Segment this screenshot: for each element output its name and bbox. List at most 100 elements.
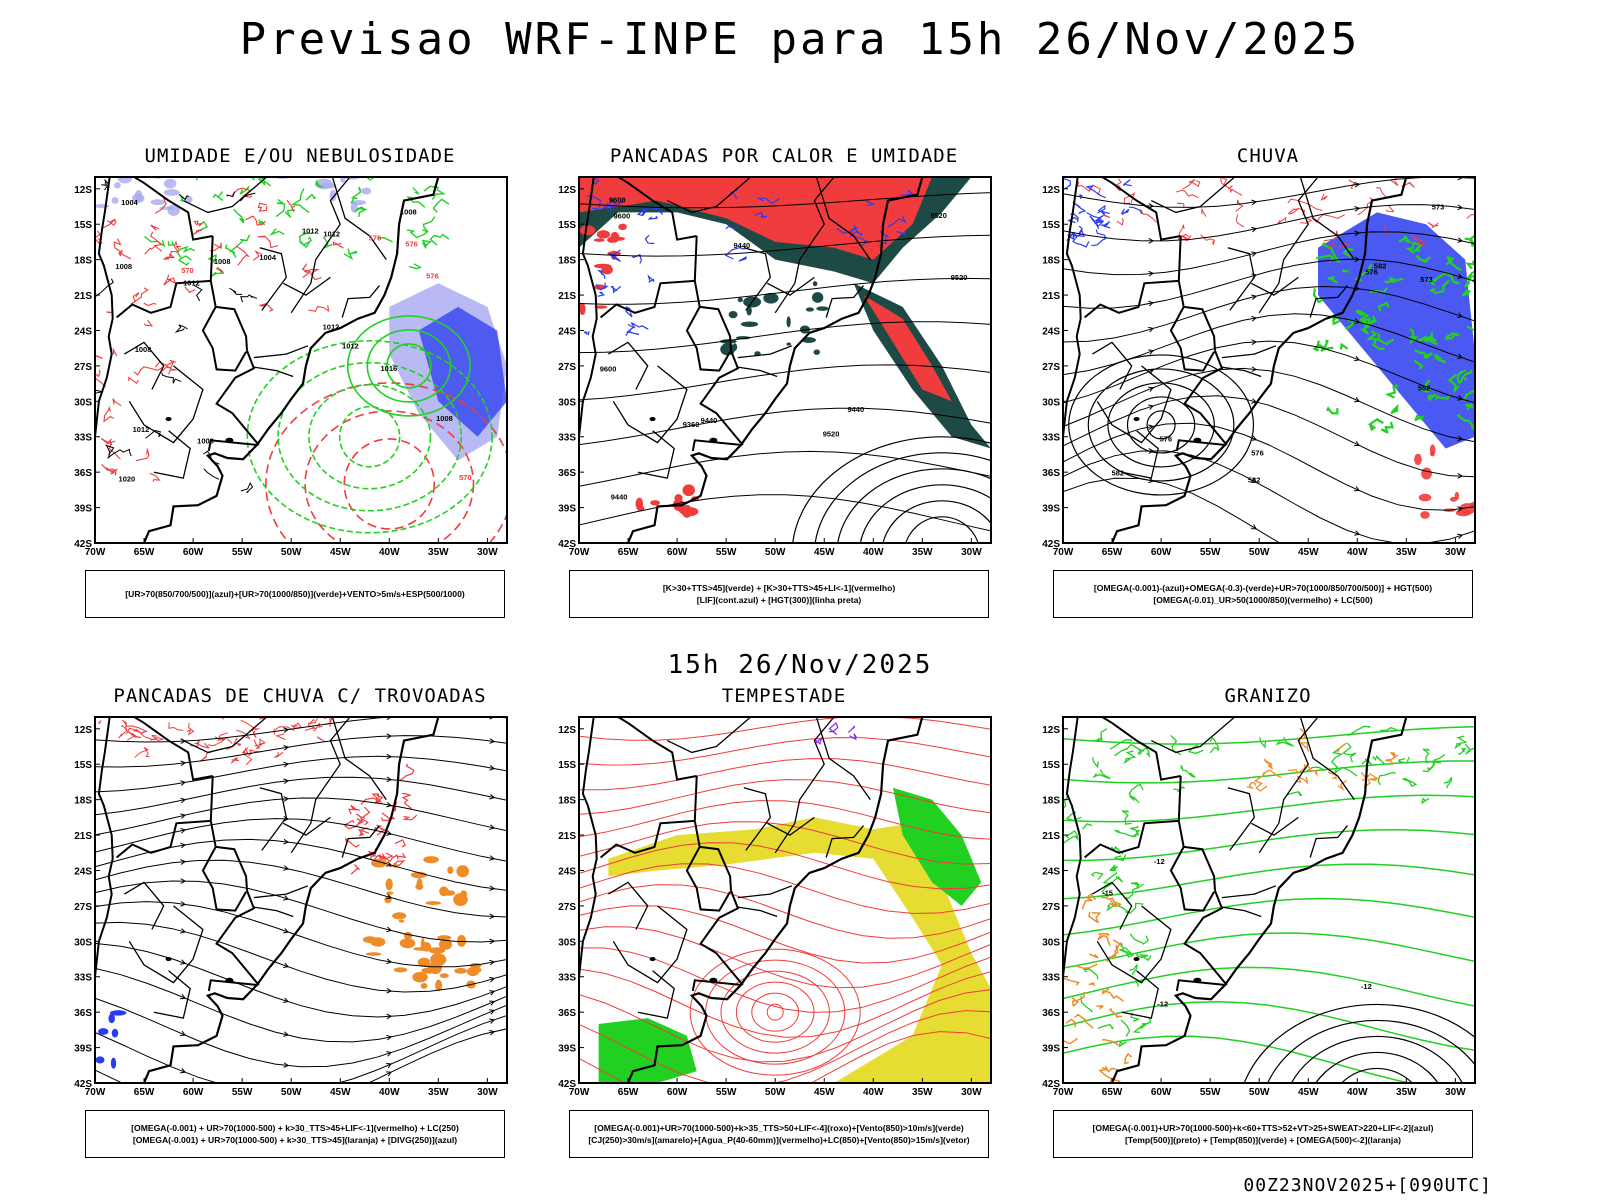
contour-label: 576 [369, 233, 382, 242]
contour-label: 570 [181, 266, 194, 275]
legend-box: [OMEGA(-0.001)+UR>70(1000-500)+k>35_TTS>… [569, 1110, 989, 1158]
panel-trovoadas: PANCADAS DE CHUVA C/ TROVOADAS 12S 15S 18S 2… [70, 685, 530, 1175]
lon-tick-label: 60W [1151, 547, 1172, 558]
lon-tick-label: 50W [765, 547, 786, 558]
lat-tick-label: 27S [558, 902, 576, 913]
lat-tick-label: 15S [74, 760, 92, 771]
legend-box: [OMEGA(-0.001)+UR>70(1000-500)+k<60+TTS>… [1053, 1110, 1473, 1158]
lat-tick-label: 27S [1042, 902, 1060, 913]
contour-label: 570 [459, 473, 472, 482]
lon-tick-label: 50W [1249, 1087, 1270, 1098]
contour-label: 9440 [847, 405, 864, 414]
panel-title: CHUVA [1236, 145, 1300, 167]
lat-tick-label: 15S [558, 760, 576, 771]
lon-tick-label: 70W [85, 547, 106, 558]
contour-label: 1012 [183, 279, 200, 288]
contour-label: -12 [1154, 857, 1165, 866]
legend-box: [UR>70(850/700/500)](azul)+[UR>70(1000/8… [85, 570, 505, 618]
lat-tick-label: 36S [1042, 468, 1060, 479]
lat-tick-label: 42S [1042, 1079, 1060, 1090]
lat-tick-label: 21S [74, 831, 92, 842]
lat-tick-label: 33S [74, 433, 92, 444]
lon-tick-label: 35W [1396, 547, 1417, 558]
lat-tick-label: 39S [558, 504, 576, 515]
lat-tick-label: 24S [74, 866, 92, 877]
lat-tick-label: 39S [74, 504, 92, 515]
lat-tick-label: 21S [74, 291, 92, 302]
legend-line: [OMEGA(-0.01)_UR>50(1000/850)(vermelho) … [1153, 595, 1373, 605]
legend-line: [OMEGA(-0.001)+UR>70(1000-500)+k<60+TTS>… [1092, 1123, 1434, 1133]
lat-tick-label: 27S [1042, 362, 1060, 373]
lat-tick-label: 18S [1042, 256, 1060, 267]
lat-tick-label: 15S [558, 220, 576, 231]
lat-tick-label: 42S [1042, 539, 1060, 550]
lat-tick-label: 30S [558, 397, 576, 408]
lat-tick-label: 30S [1042, 937, 1060, 948]
lat-tick-label: 42S [74, 1079, 92, 1090]
lat-tick-label: 15S [1042, 220, 1060, 231]
contour-label: 9440 [701, 416, 718, 425]
lon-tick-label: 65W [134, 547, 155, 558]
page-title: Previsao WRF-INPE para 15h 26/Nov/2025 [239, 14, 1361, 65]
map-chuva: 58258258258257657657357357612S15S18S21S2… [1042, 176, 1476, 558]
lat-tick-label: 39S [558, 1044, 576, 1055]
lat-tick-label: 24S [74, 326, 92, 337]
legend-line: [OMEGA(-0.001)-(azul)+OMEGA(-0.3)-(verde… [1093, 583, 1433, 593]
lon-tick-label: 45W [330, 1087, 351, 1098]
lat-tick-label: 36S [558, 1008, 576, 1019]
lon-tick-label: 30W [961, 547, 982, 558]
lon-tick-label: 45W [330, 547, 351, 558]
lon-tick-label: 65W [134, 1087, 155, 1098]
lon-tick-label: 30W [477, 547, 498, 558]
lon-tick-label: 30W [961, 1087, 982, 1098]
lat-tick-label: 30S [74, 397, 92, 408]
lat-tick-label: 36S [74, 468, 92, 479]
lon-tick-label: 70W [569, 547, 590, 558]
lat-tick-label: 30S [1042, 397, 1060, 408]
contour-label: 1020 [119, 474, 136, 483]
lat-tick-label: 33S [558, 973, 576, 984]
lat-tick-label: 42S [74, 539, 92, 550]
lat-tick-label: 12S [74, 185, 92, 196]
contour-label: -12 [1361, 982, 1372, 991]
lat-tick-label: 33S [1042, 433, 1060, 444]
contour-label: 582 [1374, 261, 1387, 270]
contour-label: 573 [1432, 203, 1445, 212]
lon-tick-label: 35W [912, 547, 933, 558]
legend-line: [OMEGA(-0.001) + UR>70(1000-500) + k>30_… [132, 1135, 458, 1145]
legend-line: [K>30+TTS>45](verde) + [K>30+TTS>45+LI<-… [662, 583, 896, 593]
contour-label: 1004 [259, 253, 277, 262]
lat-tick-label: 33S [1042, 973, 1060, 984]
legend-line: [CJ(250)>30m/s](amarelo)+[Agua_P(40-60mm… [588, 1135, 970, 1145]
lat-tick-label: 24S [558, 326, 576, 337]
lon-tick-label: 40W [1347, 1087, 1368, 1098]
lat-tick-label: 18S [74, 796, 92, 807]
lon-tick-label: 70W [569, 1087, 590, 1098]
lat-tick-label: 27S [558, 362, 576, 373]
contour-label: 1008 [115, 262, 132, 271]
lat-tick-label: 12S [74, 725, 92, 736]
legend-line: [UR>70(850/700/500)](azul)+[UR>70(1000/8… [125, 589, 465, 599]
contour-label: 9440 [611, 492, 628, 501]
lon-tick-label: 30W [477, 1087, 498, 1098]
lon-tick-label: 45W [814, 547, 835, 558]
contour-label: 1008 [400, 207, 417, 216]
contour-label: 573 [1420, 275, 1433, 284]
legend-line: [Temp(500)](preto) + [Temp(850)](verde) … [1125, 1135, 1401, 1145]
lat-tick-label: 39S [1042, 504, 1060, 515]
map-pancadas_calor: 9600 9600 9600 9520 9520 9520 9440 9440 9440 9440… [558, 176, 992, 558]
lon-tick-label: 40W [379, 1087, 400, 1098]
lon-tick-label: 60W [1151, 1087, 1172, 1098]
lon-tick-label: 50W [281, 547, 302, 558]
contour-label: 582 [1112, 468, 1125, 477]
lon-tick-label: 55W [1200, 547, 1221, 558]
contour-label: 1012 [133, 425, 150, 434]
contour-label: 1012 [323, 323, 340, 332]
panel-title: PANCADAS POR CALOR E UMIDADE [609, 145, 959, 167]
lon-tick-label: 45W [1298, 547, 1319, 558]
lat-tick-label: 30S [74, 937, 92, 948]
lon-tick-label: 70W [1053, 547, 1074, 558]
contour-label: 576 [1365, 268, 1378, 277]
lat-tick-label: 18S [558, 796, 576, 807]
lat-tick-label: 18S [74, 256, 92, 267]
